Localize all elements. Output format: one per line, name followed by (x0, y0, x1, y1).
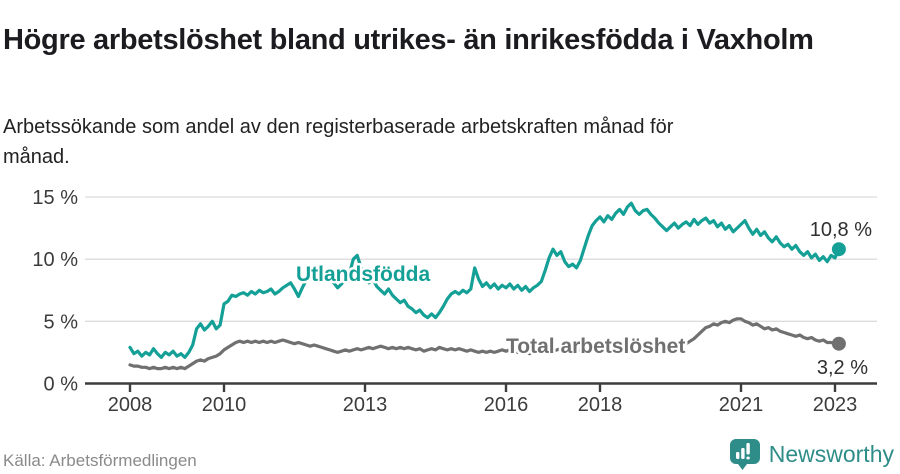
svg-text:10 %: 10 % (32, 249, 78, 271)
svg-text:0 %: 0 % (44, 374, 79, 396)
svg-text:2013: 2013 (343, 394, 388, 416)
x-axis-labels: 2008 2010 2013 2016 2018 2021 2023 (108, 394, 858, 416)
gridlines (85, 196, 877, 322)
page-subtitle: Arbetssökande som andel av den registerb… (3, 116, 674, 168)
end-dot-utlandsfodda (831, 242, 846, 257)
page-title: Högre arbetslöshet bland utrikes- än inr… (3, 24, 814, 57)
end-value-utlandsfodda: 10,8 % (810, 219, 872, 241)
svg-text:2021: 2021 (719, 394, 764, 416)
x-axis-ticks (128, 383, 837, 392)
svg-text:15 %: 15 % (32, 187, 78, 209)
series-label-utlandsfodda: Utlandsfödda (296, 263, 430, 286)
line-chart: 0 %5 %10 %15 % 2008 2010 2013 2016 2018 2021 2… (32, 187, 877, 416)
newsworthy-wordmark: Newsworthy (768, 441, 894, 467)
end-value-total: 3,2 % (817, 357, 868, 379)
svg-text:2016: 2016 (484, 394, 529, 416)
line-utlandsfodda (128, 201, 841, 359)
svg-text:2018: 2018 (578, 394, 623, 416)
line-total-arbetsloshet (128, 317, 841, 371)
svg-text:2010: 2010 (202, 394, 247, 416)
newsworthy-badge-icon (729, 439, 760, 470)
end-dot-total (831, 336, 846, 351)
svg-text:2023: 2023 (813, 394, 858, 416)
newsworthy-logo-link[interactable]: Newsworthy (729, 438, 894, 471)
svg-text:5 %: 5 % (44, 311, 79, 333)
series-label-total: Total arbetslöshet (506, 335, 685, 358)
svg-text:2008: 2008 (108, 394, 153, 416)
y-axis-labels: 0 % 5 % 10 % 15 % (32, 187, 78, 395)
source-note: Källa: Arbetsförmedlingen (3, 451, 197, 470)
